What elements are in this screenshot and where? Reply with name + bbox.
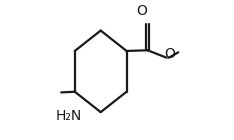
Text: O: O — [164, 47, 175, 61]
Text: H₂N: H₂N — [55, 108, 81, 122]
Text: O: O — [137, 4, 148, 18]
